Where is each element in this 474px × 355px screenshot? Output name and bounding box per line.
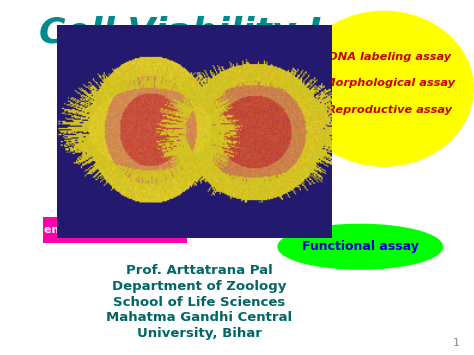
- Ellipse shape: [294, 11, 474, 167]
- FancyBboxPatch shape: [43, 217, 187, 243]
- Text: Functional assay: Functional assay: [302, 240, 419, 253]
- Text: • DNA labeling assay: • DNA labeling assay: [317, 52, 451, 62]
- Text: Mahatma Gandhi Central: Mahatma Gandhi Central: [106, 311, 292, 324]
- Ellipse shape: [277, 224, 443, 270]
- Text: Department of Zoology: Department of Zoology: [112, 280, 286, 293]
- Text: Membrane integrity assay: Membrane integrity assay: [33, 225, 197, 235]
- Text: 1: 1: [453, 338, 460, 348]
- Text: University, Bihar: University, Bihar: [137, 327, 262, 340]
- Text: School of Life Sciences: School of Life Sciences: [113, 296, 285, 309]
- Text: Prof. Arttatrana Pal: Prof. Arttatrana Pal: [126, 264, 273, 278]
- Text: • Morphological assay: • Morphological assay: [313, 78, 455, 88]
- Text: • Reproductive assay: • Reproductive assay: [316, 105, 452, 115]
- Text: Cell Viability I: Cell Viability I: [39, 16, 321, 50]
